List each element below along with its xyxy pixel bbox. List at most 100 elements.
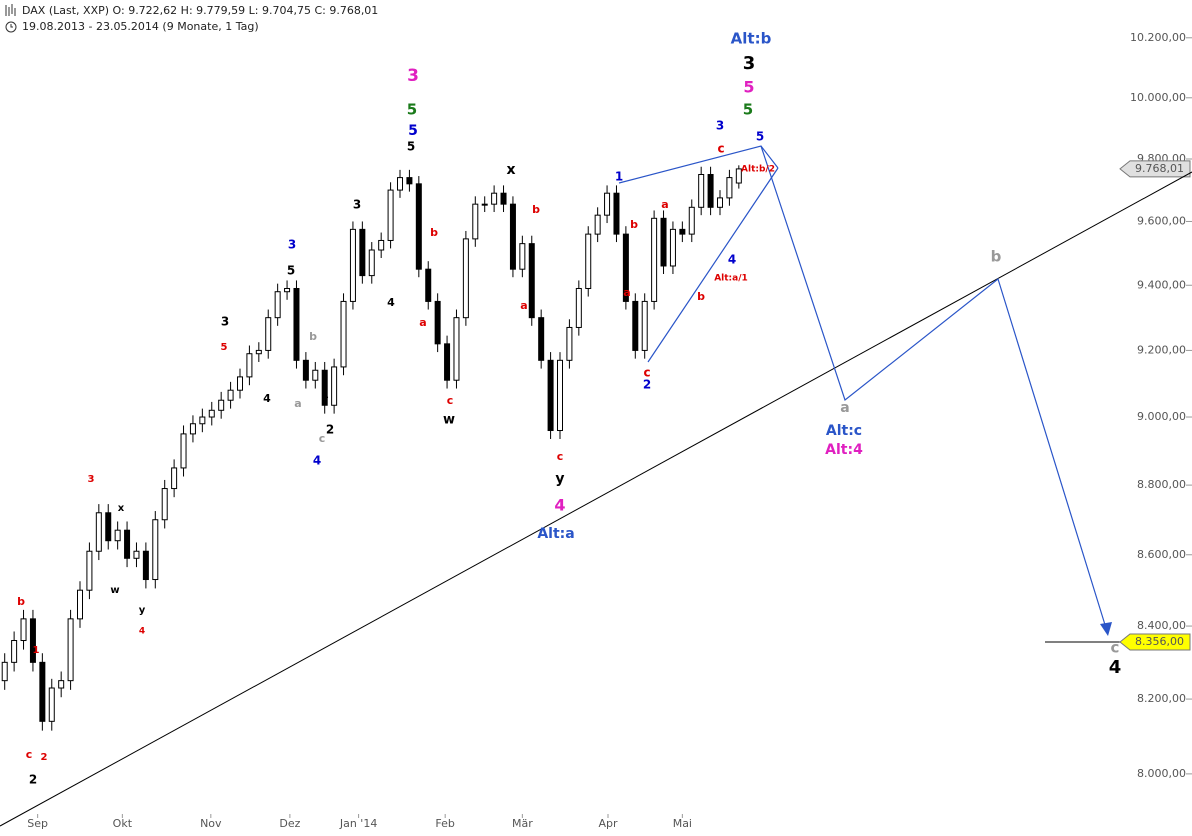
wave-label: c (1111, 639, 1120, 657)
candle-body (698, 173, 705, 208)
candle-body (359, 228, 366, 277)
projection-path (760, 145, 1107, 629)
wave-label: 1 (321, 388, 329, 401)
wave-label: 4 (387, 296, 395, 309)
candle-body (679, 228, 686, 235)
chart-subtitle: 19.08.2013 - 23.05.2014 (9 Monate, 1 Tag… (22, 20, 259, 33)
wave-label: 4 (728, 253, 736, 267)
wave-label: b (430, 226, 438, 239)
wave-label: c (319, 432, 326, 445)
wave-label: y (139, 605, 146, 616)
y-tick-label: 9.200,00 (1137, 343, 1186, 356)
y-tick-label: 8.200,00 (1137, 692, 1186, 705)
wave-label: 3 (221, 315, 229, 329)
candle-body (547, 359, 554, 432)
candle-body (528, 243, 535, 319)
wave-label: Alt:b/2 (741, 165, 775, 175)
candle-body (585, 233, 592, 289)
wave-label: a (661, 198, 668, 211)
candle-body (669, 228, 676, 267)
wave-label: c (557, 450, 564, 463)
candle-body (312, 369, 319, 381)
candle-body (95, 512, 102, 552)
x-tick-label: Nov (200, 817, 222, 830)
wave-label: 3 (743, 53, 756, 74)
wave-label: 4 (1109, 657, 1122, 678)
wave-label: Alt:b (731, 30, 772, 48)
candle-body (274, 291, 281, 319)
candle-body (331, 366, 338, 406)
wave-label: a (840, 400, 849, 416)
candle-body (406, 177, 413, 185)
candle-body (500, 192, 507, 205)
wave-label: x (118, 503, 125, 514)
wave-label: c (717, 142, 724, 156)
candle-body (340, 300, 347, 368)
candle-body (575, 287, 582, 328)
x-tick-label: Sep (27, 817, 48, 830)
candle-body (265, 317, 272, 351)
wave-label: 3 (88, 474, 95, 485)
wave-label: 4 (263, 392, 271, 405)
chart-title: DAX (Last, XXP) O: 9.722,62 H: 9.779,59 … (22, 4, 378, 17)
candle-body (622, 233, 629, 302)
wave-label: x (506, 162, 515, 178)
last-price-tag (1119, 160, 1191, 178)
wave-label: b (630, 218, 638, 231)
wave-label: 5 (743, 101, 753, 119)
candle-body (557, 359, 563, 432)
clock-icon (5, 21, 17, 33)
wave-label: c (447, 394, 454, 407)
wave-label: a (419, 316, 426, 329)
candle-body (293, 287, 300, 361)
candle-body (39, 661, 46, 722)
candle-body (434, 300, 441, 345)
x-tick-label: Dez (279, 817, 300, 830)
wave-label: 5 (408, 123, 418, 139)
candle-body (180, 433, 187, 469)
candle-body (48, 687, 55, 722)
wave-label: 1 (33, 645, 40, 656)
wave-label: c (643, 366, 650, 380)
candle-body (566, 326, 573, 361)
clock-hands (10, 24, 13, 28)
y-tick-label: 8.600,00 (1137, 548, 1186, 561)
wave-label: a (520, 299, 527, 312)
wave-label: 3 (716, 119, 724, 133)
candle-body (255, 349, 262, 355)
plot: 8.000,00 8.200,00 8.400,00 8.600,00 8.800,00… (1, 31, 1192, 830)
wave-label: y (555, 471, 564, 487)
wave-label: 5 (407, 140, 415, 154)
candle-body (538, 317, 545, 361)
candle-body (453, 317, 460, 381)
wave-label: b (309, 330, 317, 343)
candle-body (397, 177, 403, 191)
wave-label: w (110, 585, 119, 596)
candle-body (67, 618, 74, 682)
candle-body (425, 268, 432, 302)
trend-line (0, 171, 1192, 827)
candle-body (707, 173, 714, 208)
candle-body (378, 239, 385, 251)
candle-body (726, 177, 733, 199)
candle-body (302, 359, 309, 381)
wave-label: 1 (615, 170, 623, 184)
candle-body (717, 197, 723, 208)
candle-body (124, 529, 131, 559)
wave-label: 4 (313, 454, 321, 468)
candle-body (171, 467, 178, 490)
candle-body (491, 192, 498, 205)
candle-body (152, 519, 159, 581)
wave-label: 3 (353, 198, 361, 212)
wave-label: 5 (743, 78, 754, 97)
candle-body (594, 214, 601, 235)
x-tick-label: Mär (512, 817, 533, 830)
candle-body (604, 192, 611, 216)
wave-label: w (443, 413, 455, 428)
candle-body (58, 680, 65, 689)
y-tick-label: 9.600,00 (1137, 214, 1186, 227)
candle-body (444, 343, 451, 381)
y-tick-label: 10.200,00 (1130, 31, 1186, 44)
